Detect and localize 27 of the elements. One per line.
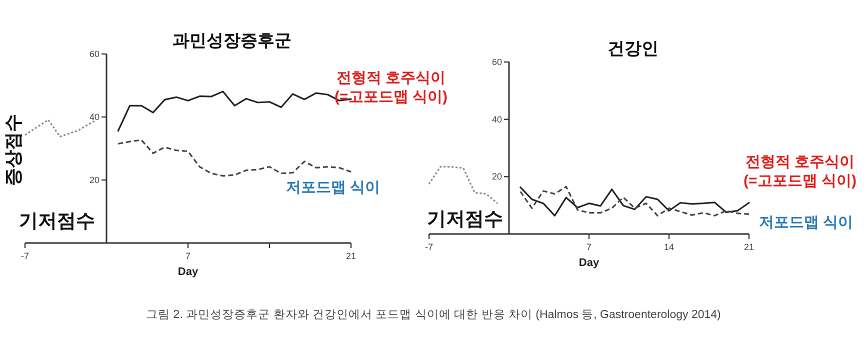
chart-title: 건강인: [608, 39, 658, 58]
x-tick-label: -7: [20, 251, 30, 261]
x-tick-label: 14: [664, 242, 674, 252]
annotation: 전형적 호주식이 (=고포드맵 식이): [744, 153, 856, 190]
x-tick-label: 21: [346, 251, 356, 261]
x-tick-label: 7: [586, 242, 592, 252]
line-series: [117, 139, 352, 177]
line-series: [24, 119, 96, 138]
y-axis-title: 증상점수: [2, 114, 23, 186]
x-tick-label: 7: [185, 251, 191, 261]
annotation: 기저점수: [19, 210, 95, 232]
y-tick-label: 60: [89, 49, 100, 59]
y-tick-label: 40: [89, 112, 100, 122]
x-axis-title: Day: [178, 266, 199, 278]
y-tick-label: 40: [492, 114, 502, 124]
x-tick-label: 21: [744, 242, 754, 252]
annotation: 저포드맵 식이: [286, 178, 380, 196]
annotation: 전형적 호주식이 (=고포드맵 식이): [334, 70, 448, 106]
x-tick-label: -7: [424, 242, 434, 252]
text: 저포드맵 식이: [758, 214, 854, 232]
x-axis-title: Day: [578, 257, 600, 269]
caption: 그림 2. 과민성장증후군 환자와 건강인에서 포드맵 식이에 대한 반응 차이 (Halmos 등, Gastroenterology 2014): [146, 309, 722, 321]
y-tick-label: 20: [89, 175, 100, 185]
annotation: 기저점수: [427, 209, 503, 230]
chart-title: 과민성장증후군: [172, 31, 292, 50]
y-tick-label: 20: [492, 172, 502, 182]
y-tick-label: 60: [492, 57, 502, 67]
